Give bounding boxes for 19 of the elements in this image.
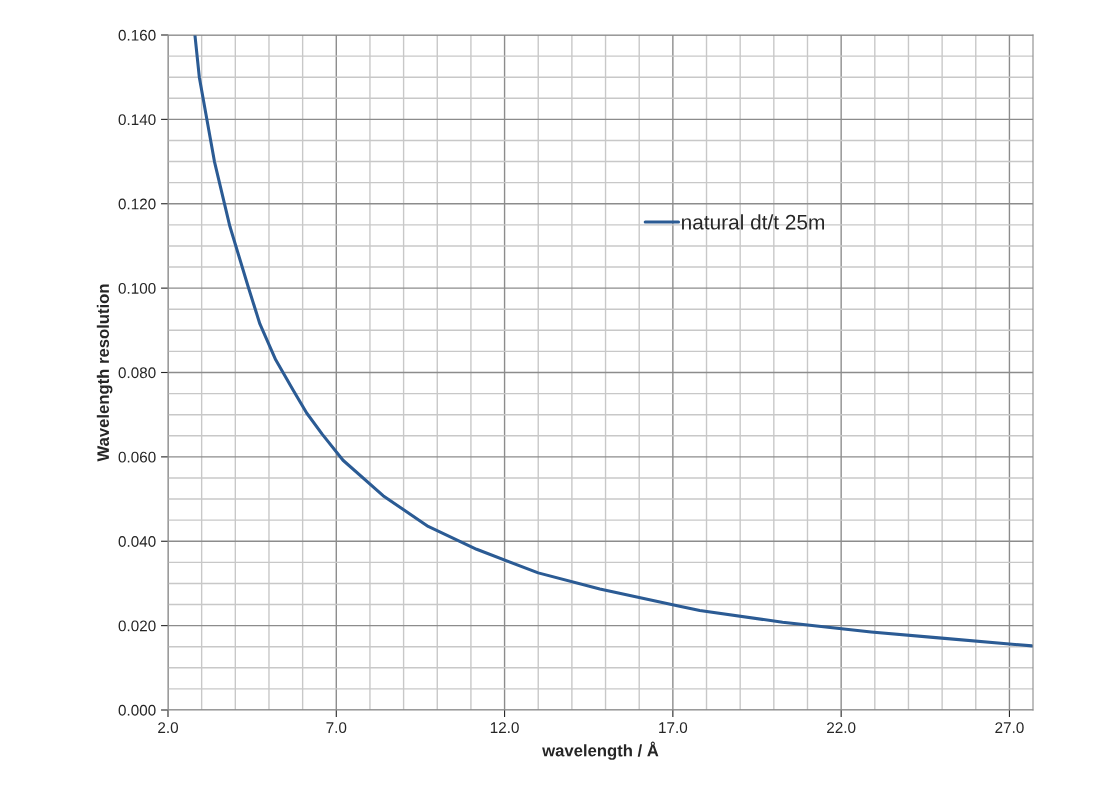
x-axis-title: wavelength / Å <box>542 741 659 760</box>
y-tick-label: 0.020 <box>118 620 156 632</box>
x-tick-label: 17.0 <box>659 722 688 734</box>
y-tick-label: 0.140 <box>118 114 156 126</box>
x-tick-label: 7.0 <box>326 722 347 734</box>
y-tick-label: 0.080 <box>118 367 156 379</box>
y-tick-label: 0.060 <box>118 451 156 463</box>
y-tick-label: 0.160 <box>118 29 156 41</box>
y-axis-title: Wavelength resolution <box>96 284 113 462</box>
x-tick-label: 22.0 <box>827 722 856 734</box>
x-tick-label: 12.0 <box>490 722 519 734</box>
x-tick-label: 2.0 <box>158 722 179 734</box>
legend-label: natural dt/t 25m <box>682 214 824 230</box>
x-tick-label: 27.0 <box>995 722 1024 734</box>
y-tick-label: 0.000 <box>118 704 156 716</box>
y-tick-label: 0.040 <box>118 536 156 547</box>
y-tick-label: 0.120 <box>118 198 156 210</box>
y-tick-label: 0.100 <box>118 282 156 294</box>
line-series <box>193 35 1033 648</box>
